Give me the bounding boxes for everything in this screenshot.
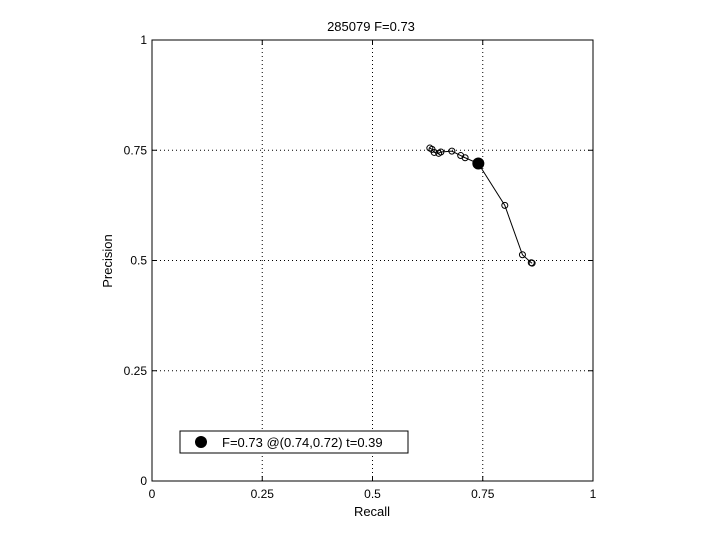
- x-tick-label: 0.25: [251, 487, 275, 501]
- y-tick-label: 1: [140, 33, 147, 47]
- data-point: [430, 148, 438, 156]
- legend: F=0.73 @(0.74,0.72) t=0.39: [179, 430, 409, 454]
- data-point: [448, 147, 456, 155]
- x-tick-label: 1: [590, 487, 597, 501]
- legend-box: [179, 430, 409, 454]
- y-axis-label: Precision: [100, 234, 115, 287]
- y-tick-label: 0.5: [130, 254, 147, 268]
- y-tick-label: 0.25: [124, 364, 148, 378]
- data-point: [518, 251, 526, 259]
- data-point: [501, 201, 509, 209]
- x-tick-label: 0: [149, 487, 156, 501]
- data-point: [528, 259, 536, 267]
- data-point: [437, 148, 445, 156]
- series-line: [429, 147, 533, 264]
- grid: [152, 40, 593, 481]
- best-f-point: [472, 157, 485, 170]
- series-layer: [426, 144, 536, 267]
- x-tick-label: 0.75: [471, 487, 495, 501]
- data-point: [461, 154, 469, 162]
- data-point: [457, 152, 465, 160]
- y-tick-label: 0: [140, 474, 147, 488]
- axis-ticks: 0 0.25 0.5 0.75 1 0 0.25 0.5 0.75 1: [124, 33, 597, 501]
- legend-marker-best-point: [195, 436, 207, 448]
- x-tick-label: 0.5: [364, 487, 381, 501]
- chart-title: 285079 F=0.73: [327, 19, 415, 34]
- y-tick-label: 0.75: [124, 143, 148, 157]
- x-axis-label: Recall: [354, 504, 390, 519]
- legend-label: F=0.73 @(0.74,0.72) t=0.39: [222, 435, 383, 450]
